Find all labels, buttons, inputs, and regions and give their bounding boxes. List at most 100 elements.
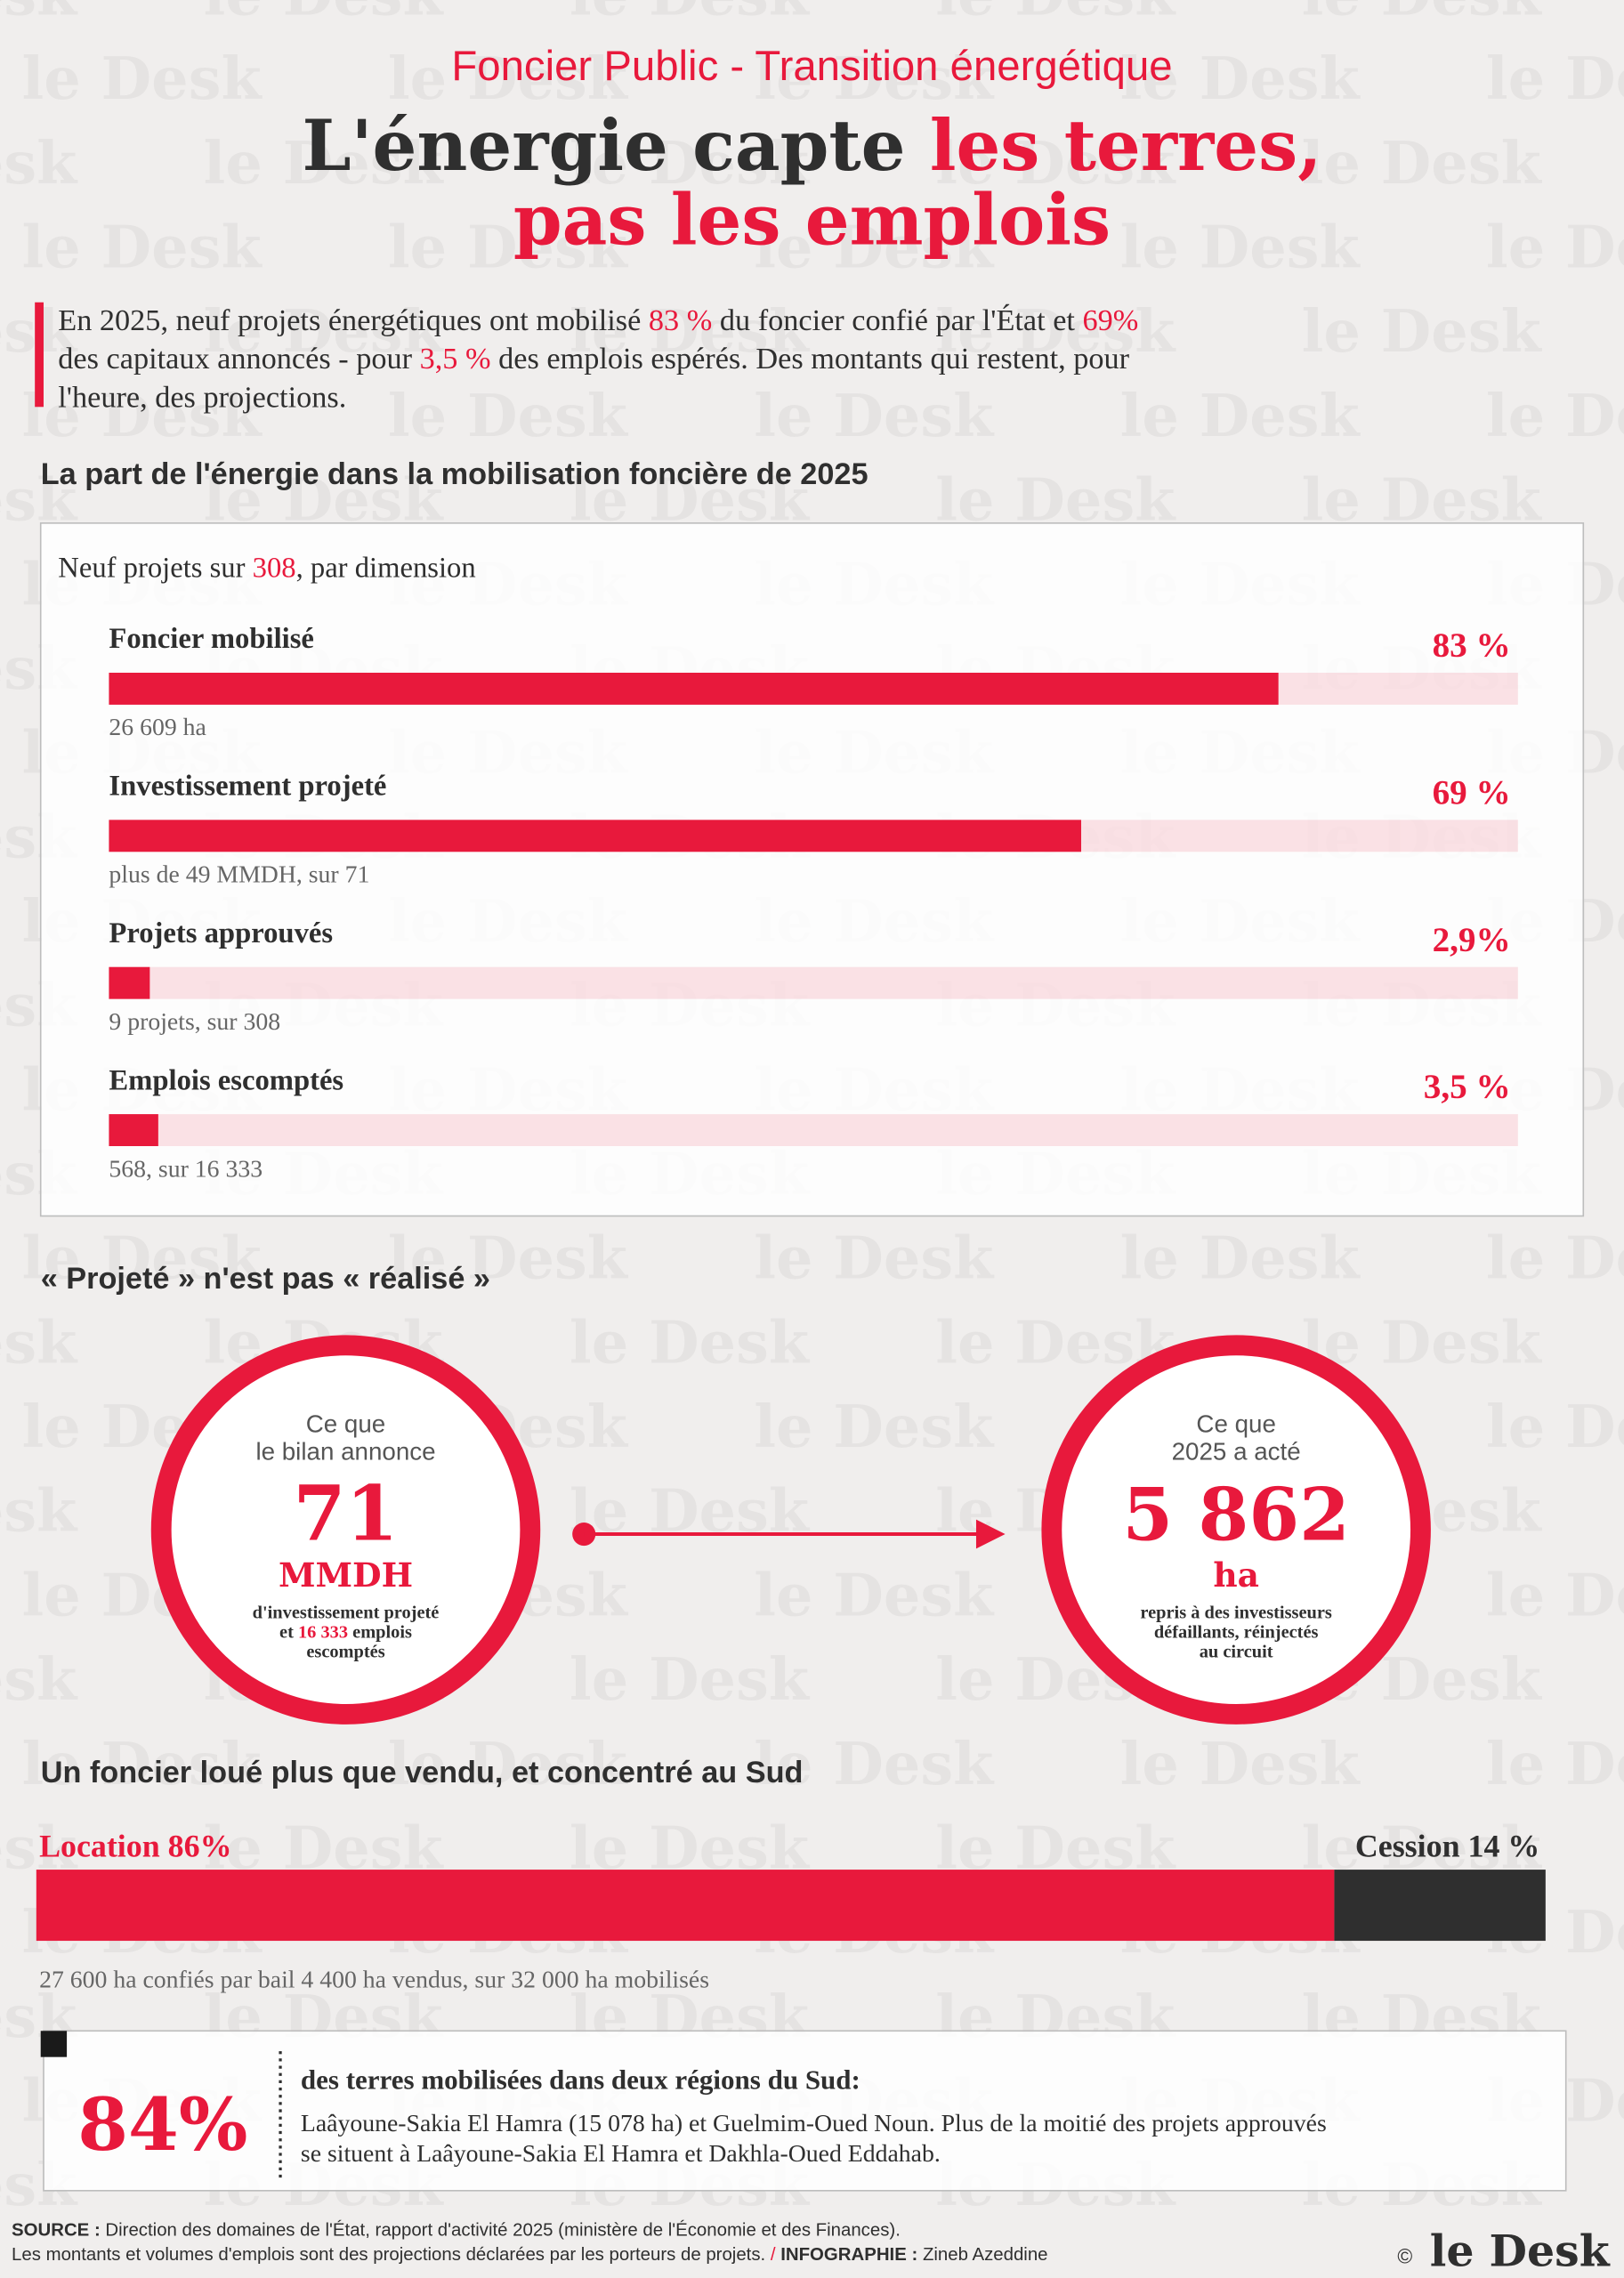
bar (109, 820, 1081, 852)
circle-right (1041, 1335, 1431, 1725)
watermark: le Desk (570, 1309, 811, 1377)
footer-source-label: SOURCE : (12, 2220, 101, 2240)
content: Foncier Public - Transition énergétique … (12, 43, 1611, 2277)
watermark: le Desk (1486, 45, 1624, 113)
circle-unit: MMDH (279, 1555, 413, 1595)
chart-subtitle-part: , par dimension (296, 552, 476, 584)
watermark: le Desk (388, 214, 629, 282)
circle-caption-part: escomptés (306, 1643, 384, 1662)
watermark: le Desk (754, 45, 995, 113)
watermark: le Desk (1120, 383, 1361, 450)
circle-unit: ha (1213, 1555, 1259, 1595)
intro-accent (35, 302, 44, 408)
circle-caption: escomptés (306, 1643, 384, 1662)
circle-caption-part: et (279, 1623, 298, 1643)
circle-caption-part: 16 333 (298, 1623, 348, 1643)
split-note: 27 600 ha confiés par bail 4 400 ha vend… (39, 1966, 709, 1993)
intro-line-part: des capitaux annoncés - pour (58, 342, 419, 376)
watermark: le Desk (21, 1225, 263, 1293)
title-red: les terres, (930, 105, 1322, 187)
title-line-2: pas les emplois (513, 179, 1111, 261)
watermark: le Desk (935, 130, 1176, 198)
watermark: le Desk (1302, 298, 1543, 366)
circle-caption: défaillants, réinjectés (1154, 1623, 1319, 1643)
circle-label: Ce que (1196, 1410, 1275, 1438)
circle-caption: repris à des investisseurs (1140, 1603, 1331, 1623)
section-title: Un foncier loué plus que vendu, et conce… (41, 1756, 804, 1789)
bar-note: plus de 49 MMDH, sur 71 (109, 861, 369, 889)
watermark: le Desk (754, 1731, 995, 1798)
watermark: le Desk (21, 45, 263, 113)
watermark: le Desk (1486, 383, 1624, 450)
intro-line: En 2025, neuf projets énergétiques ont m… (58, 303, 1138, 337)
watermark: le Desk (570, 1646, 811, 1714)
watermark: le Desk (570, 130, 811, 198)
value-label: 3,5 % (1424, 1068, 1511, 1106)
title-line-1: L'énergie capte les terres, (302, 105, 1321, 187)
arrow-head (975, 1519, 1006, 1549)
watermark: le Desk (388, 1731, 629, 1798)
watermark: le Desk (1120, 1225, 1361, 1293)
split-label: Location 86% (39, 1828, 231, 1863)
value-label: 69 % (1433, 773, 1511, 812)
watermark: le Desk (204, 298, 445, 366)
watermark: le Desk (388, 383, 629, 450)
footer-note: Les montants et volumes d'emplois sont d… (12, 2245, 771, 2265)
footer-credit-name: Zineb Azeddine (917, 2245, 1047, 2265)
watermark: le Desk (935, 298, 1176, 366)
callout-box (43, 2030, 1567, 2192)
watermark: le Desk (1302, 1309, 1543, 1377)
watermark: le Desk (1486, 1731, 1624, 1798)
arrow-dot (572, 1522, 596, 1547)
bar (109, 1114, 158, 1146)
bar-track (109, 1114, 1518, 1146)
watermark: le Desk (0, 0, 78, 29)
intro-line-part: l'heure, des projections. (58, 380, 346, 414)
circle-caption-part: au circuit (1200, 1643, 1273, 1662)
callout-heading: des terres mobilisées dans deux régions … (301, 2064, 860, 2096)
watermark: le Desk (21, 1731, 263, 1798)
intro-line-part: des emplois espérés. Des montants qui re… (491, 342, 1130, 376)
circle-caption-part: d'investissement projeté (253, 1603, 440, 1623)
watermark: le Desk (1486, 1225, 1624, 1293)
circle-caption-part: emplois (348, 1623, 412, 1643)
watermark: le Desk (754, 214, 995, 282)
title-dark: L'énergie capte (302, 105, 929, 187)
copyright: © (1397, 2244, 1412, 2267)
kicker: Foncier Public - Transition énergétique (451, 43, 1172, 90)
watermark: le Desk (1302, 0, 1543, 29)
callout-body: se situent à Laâyoune-Sakia El Hamra et … (301, 2140, 941, 2168)
intro-line: des capitaux annoncés - pour 3,5 % des e… (58, 342, 1129, 376)
watermark: le Desk (754, 1225, 995, 1293)
bar (109, 966, 150, 999)
watermark: le Desk (21, 383, 263, 450)
circle-caption: au circuit (1200, 1643, 1273, 1662)
circle-left (150, 1335, 541, 1725)
intro-line-part: du foncier confié par l'État et (712, 303, 1082, 337)
footer-separator: / (771, 2245, 776, 2265)
bar (109, 673, 1279, 705)
watermark: le Desk (21, 214, 263, 282)
circle-value: 5 862 (1122, 1473, 1350, 1558)
chart-subtitle-part: 308 (253, 552, 296, 584)
watermark: le Desk (1486, 1393, 1624, 1461)
bar-label: Investissement projeté (109, 771, 386, 803)
watermark: le Desk (204, 0, 445, 29)
split-label: Cession 14 % (1355, 1828, 1539, 1863)
watermark: le Desk (754, 1393, 995, 1461)
circle-label: 2025 a acté (1172, 1438, 1301, 1466)
circle-label: le bilan annonce (255, 1438, 435, 1466)
bar-note: 26 609 ha (109, 714, 206, 741)
intro-line-part: En 2025, neuf projets énergétiques ont m… (58, 303, 649, 337)
watermark: le Desk (754, 383, 995, 450)
value-label: 83 % (1433, 626, 1511, 665)
watermark: le Desk (0, 130, 78, 198)
watermark: le Desk (0, 1646, 78, 1714)
split-segment (36, 1870, 1335, 1942)
watermark: le Desk (1120, 214, 1361, 282)
intro-line-part: 69% (1083, 303, 1139, 337)
watermark: le Desk (935, 0, 1176, 29)
watermark: le Desk (0, 1478, 78, 1546)
